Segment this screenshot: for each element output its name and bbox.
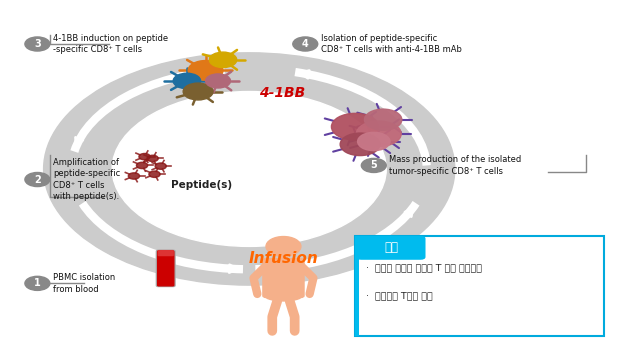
- Circle shape: [147, 155, 158, 162]
- Text: PBMC isolation
from blood: PBMC isolation from blood: [53, 273, 115, 294]
- Text: Mass production of the isolated
tumor-specific CD8⁺ T cells: Mass production of the isolated tumor-sp…: [389, 155, 521, 176]
- Circle shape: [293, 37, 318, 51]
- Circle shape: [25, 276, 50, 290]
- Text: ·  규격화된 T세포 생산: · 규격화된 T세포 생산: [366, 291, 433, 300]
- Text: 5: 5: [371, 161, 377, 170]
- FancyBboxPatch shape: [158, 251, 173, 256]
- FancyBboxPatch shape: [356, 236, 426, 260]
- Circle shape: [139, 153, 150, 160]
- Text: 1: 1: [34, 278, 40, 288]
- Circle shape: [44, 53, 455, 285]
- Circle shape: [173, 73, 201, 89]
- Text: 4: 4: [302, 39, 308, 49]
- Circle shape: [25, 172, 50, 187]
- Circle shape: [340, 133, 380, 156]
- Circle shape: [155, 163, 166, 169]
- FancyBboxPatch shape: [158, 251, 174, 286]
- Text: Infusion: Infusion: [249, 251, 318, 266]
- Text: 4-1BB: 4-1BB: [259, 86, 305, 100]
- FancyBboxPatch shape: [355, 236, 359, 336]
- Circle shape: [188, 61, 223, 80]
- Text: Peptide(s): Peptide(s): [171, 180, 232, 190]
- Text: Amplification of
peptide-specific
CD8⁺ T cells
with peptide(s).: Amplification of peptide-specific CD8⁺ T…: [53, 158, 120, 201]
- Circle shape: [364, 109, 402, 130]
- Circle shape: [149, 171, 160, 177]
- Text: 장점: 장점: [384, 241, 398, 254]
- Circle shape: [25, 37, 50, 51]
- Text: ·  다양한 암항원 특이적 T 세포 대량배양: · 다양한 암항원 특이적 T 세포 대량배양: [366, 263, 482, 272]
- Text: 2: 2: [34, 175, 40, 184]
- Circle shape: [356, 121, 401, 146]
- Text: 3: 3: [34, 39, 40, 49]
- Circle shape: [112, 92, 386, 246]
- FancyBboxPatch shape: [263, 259, 304, 297]
- Circle shape: [361, 158, 386, 172]
- Circle shape: [331, 113, 379, 140]
- Circle shape: [128, 173, 140, 179]
- Circle shape: [206, 74, 231, 88]
- Circle shape: [266, 237, 301, 256]
- Circle shape: [209, 52, 237, 68]
- FancyBboxPatch shape: [355, 236, 604, 336]
- FancyBboxPatch shape: [156, 250, 175, 287]
- Circle shape: [136, 162, 148, 169]
- Text: 4-1BB induction on peptide
-specific CD8⁺ T cells: 4-1BB induction on peptide -specific CD8…: [53, 34, 168, 54]
- Ellipse shape: [265, 290, 302, 301]
- Circle shape: [358, 132, 390, 151]
- Circle shape: [183, 83, 213, 100]
- Text: Isolation of peptide-specific
CD8⁺ T cells with anti-4-1BB mAb: Isolation of peptide-specific CD8⁺ T cel…: [321, 34, 462, 54]
